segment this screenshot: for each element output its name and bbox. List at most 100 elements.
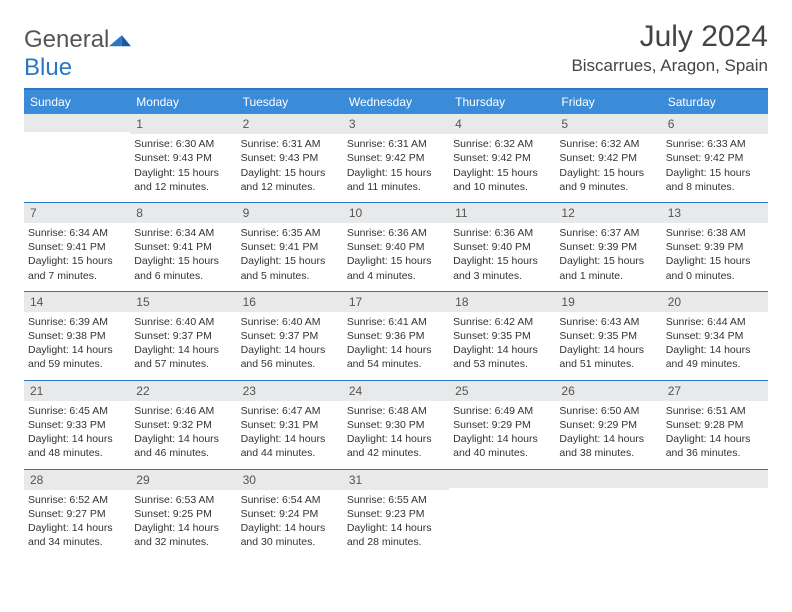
calendar-cell: 18Sunrise: 6:42 AMSunset: 9:35 PMDayligh… [449, 292, 555, 380]
calendar-cell: 28Sunrise: 6:52 AMSunset: 9:27 PMDayligh… [24, 470, 130, 558]
day-number: 20 [662, 292, 768, 312]
daylight-text: Daylight: 14 hours and 38 minutes. [559, 432, 657, 460]
calendar-cell: 20Sunrise: 6:44 AMSunset: 9:34 PMDayligh… [662, 292, 768, 380]
daylight-text: Daylight: 15 hours and 5 minutes. [241, 254, 339, 282]
day-number: 2 [237, 114, 343, 134]
calendar-cell: 1Sunrise: 6:30 AMSunset: 9:43 PMDaylight… [130, 114, 236, 202]
calendar-cell: 23Sunrise: 6:47 AMSunset: 9:31 PMDayligh… [237, 381, 343, 469]
calendar-cell: 4Sunrise: 6:32 AMSunset: 9:42 PMDaylight… [449, 114, 555, 202]
day-number: 30 [237, 470, 343, 490]
day-number: 31 [343, 470, 449, 490]
day-number: 3 [343, 114, 449, 134]
daylight-text: Daylight: 15 hours and 6 minutes. [134, 254, 232, 282]
sunrise-text: Sunrise: 6:36 AM [453, 226, 551, 240]
calendar-cell: 11Sunrise: 6:36 AMSunset: 9:40 PMDayligh… [449, 203, 555, 291]
daylight-text: Daylight: 15 hours and 12 minutes. [241, 166, 339, 194]
daylight-text: Daylight: 14 hours and 36 minutes. [666, 432, 764, 460]
sunset-text: Sunset: 9:32 PM [134, 418, 232, 432]
daylight-text: Daylight: 14 hours and 44 minutes. [241, 432, 339, 460]
calendar-cell: 30Sunrise: 6:54 AMSunset: 9:24 PMDayligh… [237, 470, 343, 558]
sunset-text: Sunset: 9:38 PM [28, 329, 126, 343]
calendar-cell [662, 470, 768, 558]
day-number: 25 [449, 381, 555, 401]
day-number: 17 [343, 292, 449, 312]
calendar-cell: 31Sunrise: 6:55 AMSunset: 9:23 PMDayligh… [343, 470, 449, 558]
sunrise-text: Sunrise: 6:31 AM [241, 137, 339, 151]
sunrise-text: Sunrise: 6:32 AM [453, 137, 551, 151]
calendar-cell: 13Sunrise: 6:38 AMSunset: 9:39 PMDayligh… [662, 203, 768, 291]
daylight-text: Daylight: 15 hours and 8 minutes. [666, 166, 764, 194]
day-number: 1 [130, 114, 236, 134]
sunset-text: Sunset: 9:39 PM [559, 240, 657, 254]
day-number: 23 [237, 381, 343, 401]
day-number: 24 [343, 381, 449, 401]
sunrise-text: Sunrise: 6:49 AM [453, 404, 551, 418]
sunset-text: Sunset: 9:41 PM [241, 240, 339, 254]
sunset-text: Sunset: 9:36 PM [347, 329, 445, 343]
sunset-text: Sunset: 9:42 PM [453, 151, 551, 165]
sunrise-text: Sunrise: 6:33 AM [666, 137, 764, 151]
daylight-text: Daylight: 14 hours and 28 minutes. [347, 521, 445, 549]
daylight-text: Daylight: 15 hours and 9 minutes. [559, 166, 657, 194]
calendar-cell: 15Sunrise: 6:40 AMSunset: 9:37 PMDayligh… [130, 292, 236, 380]
sunset-text: Sunset: 9:42 PM [666, 151, 764, 165]
day-number [449, 470, 555, 488]
weekday-label: Wednesday [343, 90, 449, 114]
sunrise-text: Sunrise: 6:35 AM [241, 226, 339, 240]
sunrise-text: Sunrise: 6:37 AM [559, 226, 657, 240]
sunrise-text: Sunrise: 6:54 AM [241, 493, 339, 507]
weekday-label: Sunday [24, 90, 130, 114]
daylight-text: Daylight: 14 hours and 46 minutes. [134, 432, 232, 460]
sunrise-text: Sunrise: 6:52 AM [28, 493, 126, 507]
sunrise-text: Sunrise: 6:53 AM [134, 493, 232, 507]
sunset-text: Sunset: 9:24 PM [241, 507, 339, 521]
daylight-text: Daylight: 15 hours and 4 minutes. [347, 254, 445, 282]
sunrise-text: Sunrise: 6:45 AM [28, 404, 126, 418]
daylight-text: Daylight: 14 hours and 49 minutes. [666, 343, 764, 371]
logo: General Blue [24, 20, 131, 82]
calendar-cell: 7Sunrise: 6:34 AMSunset: 9:41 PMDaylight… [24, 203, 130, 291]
day-number [555, 470, 661, 488]
calendar-week: 14Sunrise: 6:39 AMSunset: 9:38 PMDayligh… [24, 292, 768, 381]
daylight-text: Daylight: 15 hours and 3 minutes. [453, 254, 551, 282]
daylight-text: Daylight: 15 hours and 1 minute. [559, 254, 657, 282]
daylight-text: Daylight: 14 hours and 40 minutes. [453, 432, 551, 460]
day-number: 7 [24, 203, 130, 223]
calendar-cell: 19Sunrise: 6:43 AMSunset: 9:35 PMDayligh… [555, 292, 661, 380]
day-number: 21 [24, 381, 130, 401]
sunset-text: Sunset: 9:29 PM [559, 418, 657, 432]
day-number: 15 [130, 292, 236, 312]
calendar-cell: 16Sunrise: 6:40 AMSunset: 9:37 PMDayligh… [237, 292, 343, 380]
calendar-cell: 8Sunrise: 6:34 AMSunset: 9:41 PMDaylight… [130, 203, 236, 291]
day-number: 13 [662, 203, 768, 223]
sunset-text: Sunset: 9:40 PM [453, 240, 551, 254]
daylight-text: Daylight: 15 hours and 10 minutes. [453, 166, 551, 194]
sunset-text: Sunset: 9:39 PM [666, 240, 764, 254]
calendar-cell: 9Sunrise: 6:35 AMSunset: 9:41 PMDaylight… [237, 203, 343, 291]
daylight-text: Daylight: 15 hours and 11 minutes. [347, 166, 445, 194]
day-number: 22 [130, 381, 236, 401]
daylight-text: Daylight: 15 hours and 0 minutes. [666, 254, 764, 282]
day-number: 19 [555, 292, 661, 312]
calendar-week: 1Sunrise: 6:30 AMSunset: 9:43 PMDaylight… [24, 114, 768, 203]
sunset-text: Sunset: 9:37 PM [134, 329, 232, 343]
calendar-cell: 5Sunrise: 6:32 AMSunset: 9:42 PMDaylight… [555, 114, 661, 202]
day-number: 18 [449, 292, 555, 312]
weekday-label: Friday [555, 90, 661, 114]
sunrise-text: Sunrise: 6:39 AM [28, 315, 126, 329]
daylight-text: Daylight: 15 hours and 7 minutes. [28, 254, 126, 282]
calendar-cell: 14Sunrise: 6:39 AMSunset: 9:38 PMDayligh… [24, 292, 130, 380]
sunset-text: Sunset: 9:25 PM [134, 507, 232, 521]
day-number: 12 [555, 203, 661, 223]
sunset-text: Sunset: 9:42 PM [559, 151, 657, 165]
sunrise-text: Sunrise: 6:55 AM [347, 493, 445, 507]
sunset-text: Sunset: 9:28 PM [666, 418, 764, 432]
day-number [24, 114, 130, 132]
calendar-cell: 25Sunrise: 6:49 AMSunset: 9:29 PMDayligh… [449, 381, 555, 469]
sunset-text: Sunset: 9:37 PM [241, 329, 339, 343]
calendar-cell: 26Sunrise: 6:50 AMSunset: 9:29 PMDayligh… [555, 381, 661, 469]
sunset-text: Sunset: 9:43 PM [241, 151, 339, 165]
sunrise-text: Sunrise: 6:46 AM [134, 404, 232, 418]
page-title: July 2024 [571, 20, 768, 54]
sunset-text: Sunset: 9:30 PM [347, 418, 445, 432]
